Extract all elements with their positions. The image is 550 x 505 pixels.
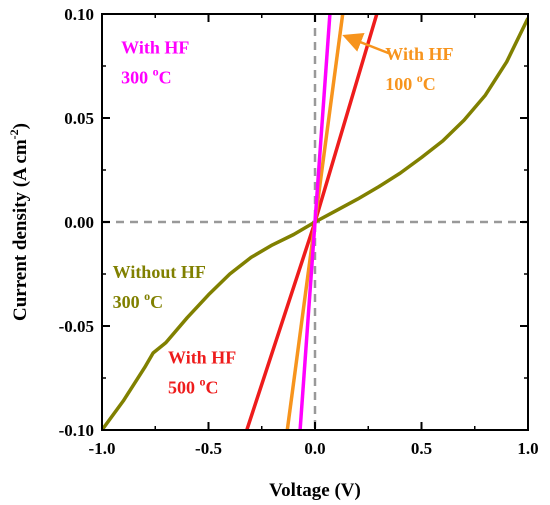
annotation-temperature-value: 500: [168, 377, 200, 397]
degree-symbol: o: [144, 289, 150, 303]
pointer-arrow: [342, 33, 391, 55]
annotation-temperature: 500 oC: [168, 374, 219, 397]
degree-symbol: o: [200, 374, 206, 388]
series-line-with-hf-300: [298, 14, 332, 430]
x-tick-label: 0.0: [304, 439, 325, 458]
series-line-without-hf-300: [102, 17, 528, 430]
annotation-label: With HF: [168, 347, 236, 367]
y-axis-title-close: ): [10, 123, 31, 129]
x-tick-label: -1.0: [89, 439, 116, 458]
degree-symbol: o: [417, 71, 423, 85]
y-tick-label: -0.05: [59, 317, 94, 336]
annotation-temperature-value: 300: [121, 68, 153, 88]
annotation-with-hf-100: With HF 100 oC: [385, 44, 453, 94]
y-axis-title-main: Current density (A cm: [10, 139, 31, 321]
annotation-temperature-value: 300: [113, 292, 144, 312]
x-tick-label: 1.0: [517, 439, 538, 458]
y-axis-title-sup: -2: [7, 129, 21, 139]
annotation-unit: C: [159, 68, 172, 88]
annotation-unit: C: [206, 377, 219, 397]
annotation-with-hf-300: With HF 300 oC: [121, 38, 189, 88]
x-axis-title: Voltage (V): [269, 480, 361, 501]
degree-symbol: o: [153, 65, 159, 79]
annotation-label: With HF: [121, 38, 189, 58]
annotation-temperature: 300 oC: [113, 289, 163, 312]
y-tick-label: 0.10: [64, 5, 94, 24]
annotation-label: Without HF: [113, 262, 206, 282]
y-tick-label: -0.10: [59, 421, 94, 440]
annotation-temperature-value: 100: [385, 74, 417, 94]
annotation-with-hf-500: With HF 500 oC: [168, 347, 236, 397]
y-tick-label: 0.00: [64, 213, 94, 232]
annotation-unit: C: [150, 292, 163, 312]
x-tick-label: -0.5: [195, 439, 222, 458]
y-axis-title: Current density (A cm-2): [7, 123, 31, 321]
y-tick-label: 0.05: [64, 109, 94, 128]
annotation-temperature: 300 oC: [121, 65, 172, 88]
annotation-unit: C: [423, 74, 436, 94]
annotation-without-hf-300: Without HF 300 oC: [113, 262, 206, 312]
annotation-label: With HF: [385, 44, 453, 64]
annotation-temperature: 100 oC: [385, 71, 436, 94]
x-tick-label: 0.5: [411, 439, 432, 458]
